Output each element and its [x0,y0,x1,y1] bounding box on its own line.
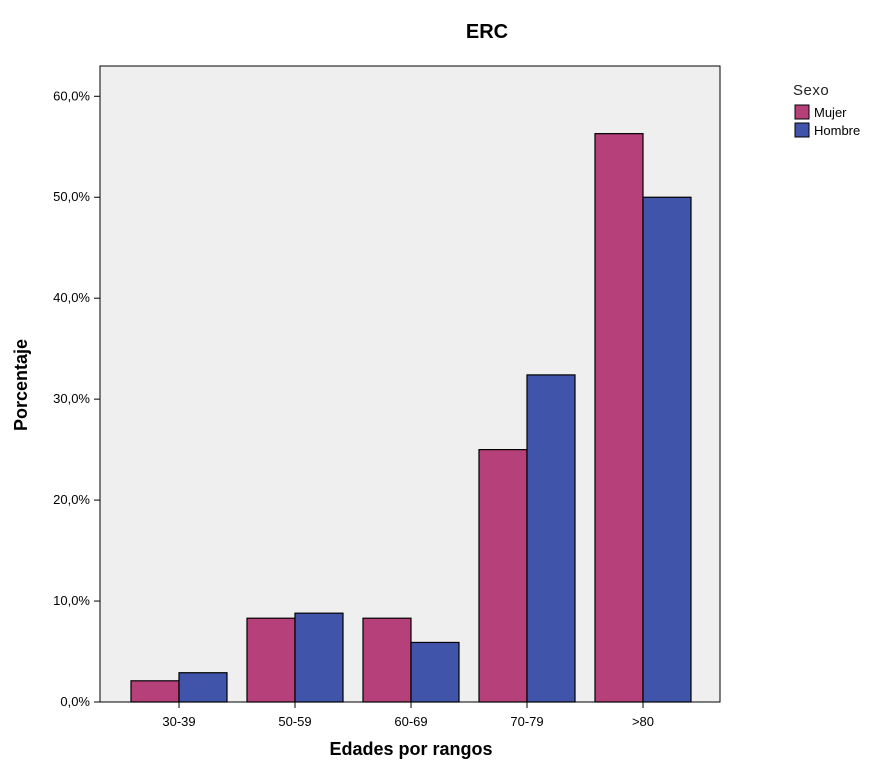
bar-mujer-5 [594,133,644,703]
bar-hombre-2 [294,612,344,703]
x-tick-label: 70-79 [510,714,543,729]
chart-title: ERC [466,21,508,43]
legend: Sexo Mujer Hombre [793,82,860,138]
y-tick-label: 0,0% [60,694,90,709]
legend-label-hombre: Hombre [814,123,860,138]
y-tick-label: 40,0% [53,290,90,305]
legend-title: Sexo [793,82,829,99]
bar-mujer-1 [130,680,180,703]
x-tick-label: >80 [632,714,654,729]
legend-swatch-mujer [794,104,810,120]
y-tick-label: 10,0% [53,593,90,608]
bar-mujer-2 [246,617,296,703]
y-axis-label: Porcentaje [11,339,31,431]
y-tick-label: 30,0% [53,391,90,406]
y-tick-label: 60,0% [53,88,90,103]
bar-hombre-4 [526,374,576,703]
bar-hombre-1 [178,672,228,703]
x-tick-label: 50-59 [278,714,311,729]
bar-hombre-5 [642,196,692,703]
y-tick-label: 20,0% [53,492,90,507]
y-tick-label: 50,0% [53,189,90,204]
x-tick-label: 60-69 [394,714,427,729]
bar-mujer-3 [362,617,412,703]
bars-group [130,133,692,703]
y-axis: 0,0% 10,0% 20,0% 30,0% 40,0% 50,0% 60,0% [53,88,100,709]
bar-mujer-4 [478,449,528,703]
x-axis-label: Edades por rangos [329,739,492,759]
bar-hombre-3 [410,641,460,703]
legend-label-mujer: Mujer [814,105,847,120]
legend-swatch-hombre [794,122,810,138]
x-axis: 30-39 50-59 60-69 70-79 >80 [162,702,654,729]
x-tick-label: 30-39 [162,714,195,729]
